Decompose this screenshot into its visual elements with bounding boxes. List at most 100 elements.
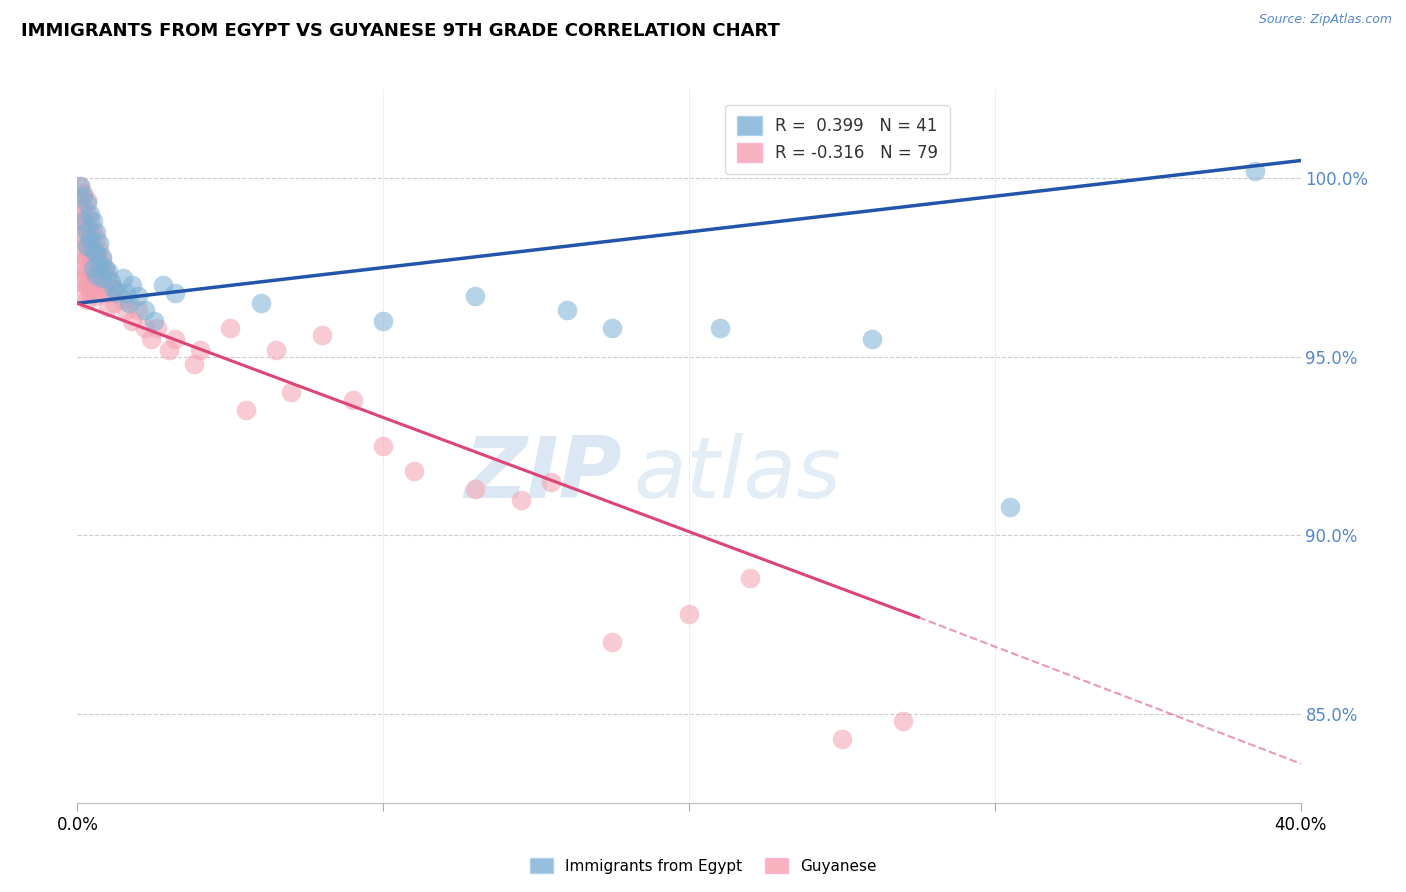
Point: [509, 492, 531, 507]
Point: [87, 257, 110, 271]
Point: [84, 246, 107, 260]
Point: [94, 264, 117, 278]
Point: [79, 228, 101, 243]
Point: [69, 207, 91, 221]
Point: [371, 314, 394, 328]
Point: [97, 264, 120, 278]
Point: [97, 285, 120, 300]
Point: [105, 285, 128, 300]
Point: [540, 475, 562, 489]
Point: [69, 246, 91, 260]
Point: [76, 196, 98, 211]
Point: [72, 186, 94, 200]
Point: [79, 257, 101, 271]
Point: [82, 243, 104, 257]
Point: [235, 403, 257, 417]
Point: [79, 271, 101, 285]
Point: [90, 250, 112, 264]
Point: [862, 332, 884, 346]
Point: [87, 243, 110, 257]
Point: [602, 321, 624, 335]
Text: Source: ZipAtlas.com: Source: ZipAtlas.com: [1258, 13, 1392, 27]
Point: [157, 343, 180, 357]
Point: [402, 464, 425, 478]
Point: [87, 257, 110, 271]
Point: [72, 214, 94, 228]
Point: [69, 275, 91, 289]
Point: [264, 343, 287, 357]
Point: [76, 221, 98, 235]
Point: [97, 300, 120, 314]
Point: [90, 268, 112, 282]
Point: [342, 392, 364, 407]
Point: [128, 289, 150, 303]
Point: [69, 193, 91, 207]
Point: [82, 260, 104, 275]
Point: [82, 239, 104, 253]
Point: [69, 178, 91, 193]
Point: [188, 343, 211, 357]
Point: [69, 218, 91, 232]
Point: [69, 178, 91, 193]
Point: [183, 357, 205, 371]
Point: [76, 193, 98, 207]
Point: [831, 731, 853, 746]
Point: [79, 232, 101, 246]
Legend: R =  0.399   N = 41, R = -0.316   N = 79: R = 0.399 N = 41, R = -0.316 N = 79: [725, 104, 949, 174]
Point: [84, 268, 107, 282]
Text: atlas: atlas: [634, 433, 842, 516]
Point: [121, 278, 143, 293]
Point: [76, 225, 98, 239]
Point: [555, 303, 578, 318]
Point: [602, 635, 624, 649]
Point: [76, 264, 98, 278]
Point: [82, 253, 104, 268]
Point: [103, 282, 125, 296]
Point: [90, 282, 112, 296]
Point: [79, 207, 101, 221]
Point: [82, 282, 104, 296]
Point: [219, 321, 242, 335]
Point: [165, 285, 187, 300]
Point: [103, 296, 125, 310]
Text: IMMIGRANTS FROM EGYPT VS GUYANESE 9TH GRADE CORRELATION CHART: IMMIGRANTS FROM EGYPT VS GUYANESE 9TH GR…: [21, 22, 780, 40]
Point: [79, 243, 101, 257]
Point: [72, 228, 94, 243]
Point: [90, 271, 112, 285]
Point: [709, 321, 731, 335]
Point: [72, 200, 94, 214]
Point: [100, 275, 122, 289]
Point: [87, 235, 110, 250]
Point: [69, 260, 91, 275]
Point: [891, 714, 914, 728]
Point: [72, 214, 94, 228]
Point: [118, 296, 141, 310]
Point: [464, 289, 486, 303]
Point: [76, 293, 98, 307]
Point: [678, 607, 700, 621]
Point: [134, 321, 156, 335]
Legend: Immigrants from Egypt, Guyanese: Immigrants from Egypt, Guyanese: [523, 852, 883, 880]
Point: [1243, 164, 1265, 178]
Point: [97, 271, 120, 285]
Point: [311, 328, 333, 343]
Point: [90, 253, 112, 268]
Point: [76, 207, 98, 221]
Point: [84, 232, 107, 246]
Point: [280, 385, 302, 400]
Point: [94, 260, 117, 275]
Point: [998, 500, 1021, 514]
Point: [76, 235, 98, 250]
Point: [165, 332, 187, 346]
Point: [76, 239, 98, 253]
Point: [112, 271, 135, 285]
Point: [115, 303, 138, 318]
Point: [84, 225, 107, 239]
Point: [115, 285, 138, 300]
Point: [72, 271, 94, 285]
Text: ZIP: ZIP: [464, 433, 621, 516]
Point: [69, 232, 91, 246]
Point: [82, 225, 104, 239]
Point: [94, 278, 117, 293]
Point: [103, 282, 125, 296]
